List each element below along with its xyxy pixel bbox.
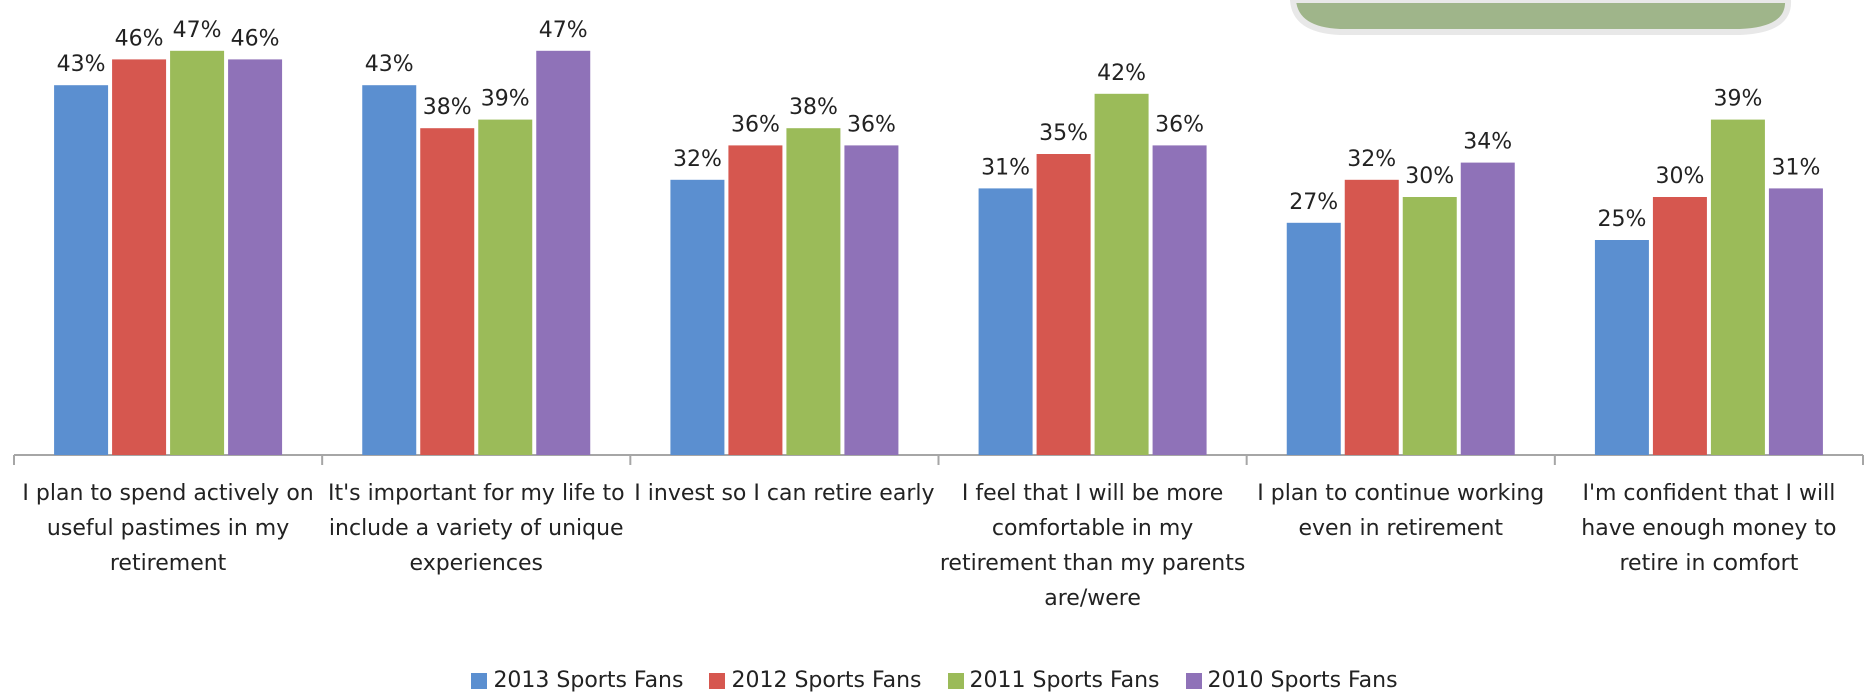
bar	[228, 59, 283, 456]
bar	[1460, 162, 1515, 455]
value-label: 25%	[1597, 207, 1646, 232]
bar	[170, 50, 225, 456]
legend-item: 2012 Sports Fans	[709, 668, 922, 693]
x-tick-label: I plan to spend actively on useful pasti…	[22, 481, 314, 576]
legend-swatch	[947, 672, 964, 689]
legend-swatch	[471, 672, 488, 689]
value-label: 31%	[981, 155, 1030, 180]
value-label: 32%	[673, 147, 722, 172]
value-label: 36%	[731, 112, 780, 137]
bar	[978, 188, 1033, 455]
legend-label: 2011 Sports Fans	[969, 668, 1160, 693]
value-label: 32%	[1347, 147, 1396, 172]
value-label: 42%	[1097, 61, 1146, 86]
value-label: 36%	[1155, 112, 1204, 137]
bar	[786, 128, 841, 455]
value-label: 47%	[173, 18, 222, 43]
bar	[844, 145, 899, 455]
bar	[1036, 154, 1091, 455]
bar	[1402, 197, 1457, 455]
x-tick-label: I invest so I can retire early	[634, 481, 935, 506]
x-tick-label: It's important for my life to include a …	[327, 481, 625, 576]
value-label: 38%	[423, 95, 472, 120]
value-label: 39%	[1713, 87, 1762, 112]
legend: 2013 Sports Fans 2012 Sports Fans 2011 Spo…	[0, 668, 1869, 693]
legend-label: 2012 Sports Fans	[731, 668, 922, 693]
x-tick-label: I plan to continue working even in retir…	[1257, 481, 1545, 541]
legend-label: 2013 Sports Fans	[493, 668, 684, 693]
x-tick-label: I'm confident that I will have enough mo…	[1581, 481, 1837, 576]
bar	[478, 119, 533, 455]
legend-item: 2010 Sports Fans	[1185, 668, 1398, 693]
legend-label: 2010 Sports Fans	[1207, 668, 1398, 693]
legend-swatch	[709, 672, 726, 689]
bar	[1152, 145, 1207, 455]
value-label: 27%	[1289, 190, 1338, 215]
value-label: 43%	[365, 52, 414, 77]
value-label: 35%	[1039, 121, 1088, 146]
value-label: 36%	[847, 112, 896, 137]
bar	[112, 59, 167, 456]
legend-item: 2013 Sports Fans	[471, 668, 683, 693]
bar	[1710, 119, 1765, 455]
value-label: 30%	[1405, 164, 1454, 189]
value-label: 34%	[1463, 130, 1512, 155]
bar	[1344, 179, 1399, 456]
bar	[536, 50, 591, 456]
bar	[54, 85, 109, 455]
legend-item: 2011 Sports Fans	[947, 668, 1160, 693]
value-label: 43%	[57, 52, 106, 77]
bar	[1652, 197, 1707, 455]
value-label: 38%	[789, 95, 838, 120]
decorative-image	[1289, 0, 1792, 35]
value-label: 47%	[539, 18, 588, 43]
x-tick-label: I feel that I will be more comfortable i…	[939, 481, 1246, 611]
legend-swatch	[1185, 672, 1202, 689]
bar	[670, 179, 725, 456]
value-label: 46%	[231, 26, 280, 51]
bar	[1094, 93, 1149, 456]
value-label: 46%	[115, 26, 164, 51]
bar	[1286, 222, 1341, 455]
bar	[1594, 240, 1649, 455]
bar	[728, 145, 783, 455]
value-label: 39%	[481, 87, 530, 112]
value-label: 31%	[1771, 155, 1820, 180]
bar	[1768, 188, 1823, 455]
value-label: 30%	[1655, 164, 1704, 189]
bar	[420, 128, 475, 455]
bar	[362, 85, 417, 455]
